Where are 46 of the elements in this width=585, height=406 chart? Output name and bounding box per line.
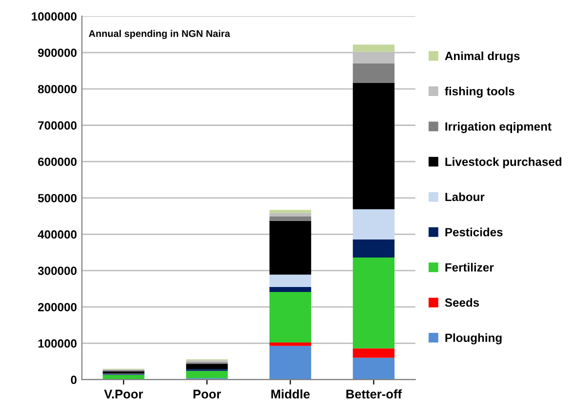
legend-label: Livestock purchased (445, 157, 562, 168)
bar (269, 210, 312, 213)
y-tick-label: 600000 (38, 158, 77, 166)
y-tick-label: 100000 (38, 339, 77, 348)
bar (269, 216, 312, 221)
bar (352, 239, 395, 258)
y-tick-label: 900000 (38, 48, 77, 57)
bar (352, 348, 395, 358)
legend-label: Animal drugs (444, 51, 520, 63)
bar (269, 274, 312, 287)
x-tick-label: V.Poor (104, 390, 143, 399)
bar (269, 346, 312, 380)
y-tick-label: 500000 (38, 194, 77, 202)
bar (269, 212, 312, 216)
bar (352, 358, 395, 380)
legend-label: Seeds (444, 298, 479, 307)
x-tick-label: Middle (271, 389, 310, 399)
legend-label: Irrigation eqipment (445, 122, 552, 134)
bar (186, 360, 228, 363)
bar (269, 286, 312, 292)
bar (186, 370, 228, 378)
bar (352, 82, 395, 210)
y-tick-label: 200000 (38, 302, 77, 312)
y-tick-label: 700000 (38, 121, 77, 130)
legend-label: Fertilizer (445, 262, 494, 272)
x-tick-label: Poor (194, 390, 221, 399)
y-tick-label: 0 (70, 376, 77, 384)
y-tick-label: 400000 (38, 230, 77, 239)
bar (352, 258, 395, 348)
bar (352, 63, 395, 83)
bar (186, 364, 228, 370)
legend-label: Labour (445, 192, 484, 202)
bar (269, 292, 312, 343)
bar (352, 209, 395, 240)
y-tick-label: 800000 (38, 84, 77, 94)
bar (269, 220, 312, 275)
legend-label: fishing tools (444, 86, 514, 98)
legend-label: Ploughing (445, 333, 502, 344)
bar (269, 342, 312, 346)
y-axis-title: Annual spending in NGN Naira (88, 30, 230, 39)
y-tick-label: 300000 (38, 266, 77, 276)
legend-label: Pesticides (445, 228, 503, 236)
bar (102, 371, 144, 374)
y-tick-label: 1000000 (32, 12, 77, 21)
bar (352, 44, 395, 52)
x-tick-label: Better-off (346, 389, 402, 399)
